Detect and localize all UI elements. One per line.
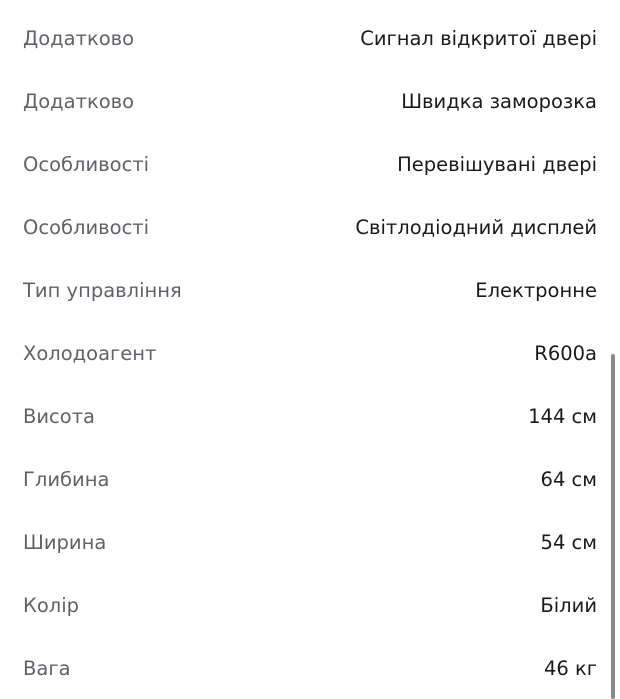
spec-value: Білий [540,593,597,617]
spec-row: Глибина 64 см [23,459,597,499]
spec-row: Ширина 54 см [23,522,597,562]
spec-value: 54 см [540,530,597,554]
scrollbar[interactable] [611,354,615,699]
spec-row: Вага 46 кг [23,648,597,688]
spec-row: Додатково Сигнал відкритої двері [23,18,597,58]
spec-value: 46 кг [543,656,597,680]
spec-label: Холодоагент [23,341,157,365]
spec-value: Сигнал відкритої двері [360,26,597,50]
spec-label: Додатково [23,26,135,50]
spec-label: Висота [23,404,96,428]
spec-value: Світлодіодний дисплей [355,215,597,239]
spec-label: Тип управління [23,278,182,302]
spec-row: Тип управління Електронне [23,270,597,310]
spec-label: Вага [23,656,71,680]
spec-row: Додатково Швидка заморозка [23,81,597,121]
spec-label: Ширина [23,530,107,554]
spec-label: Додатково [23,89,135,113]
spec-value: Електронне [475,278,597,302]
spec-value: 64 см [540,467,597,491]
spec-row: Висота 144 см [23,396,597,436]
spec-label: Особливості [23,215,150,239]
spec-label: Особливості [23,152,150,176]
spec-row: Особливості Світлодіодний дисплей [23,207,597,247]
spec-value: R600a [534,341,597,365]
spec-row: Особливості Перевішувані двері [23,144,597,184]
spec-row: Холодоагент R600a [23,333,597,373]
spec-row: Колір Білий [23,585,597,625]
spec-value: 144 см [528,404,597,428]
spec-value: Перевішувані двері [397,152,597,176]
spec-value: Швидка заморозка [401,89,597,113]
spec-label: Колір [23,593,80,617]
spec-label: Глибина [23,467,110,491]
